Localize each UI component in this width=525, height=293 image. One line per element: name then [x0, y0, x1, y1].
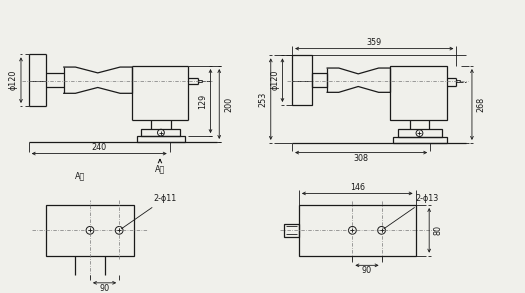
Text: 253: 253 — [258, 91, 267, 107]
Text: 2-ϕ11: 2-ϕ11 — [121, 194, 176, 229]
Text: 146: 146 — [350, 183, 365, 192]
Text: 240: 240 — [92, 143, 107, 152]
Text: 200: 200 — [225, 96, 234, 112]
Text: ϕ120: ϕ120 — [9, 70, 18, 90]
Text: A向: A向 — [75, 172, 86, 181]
Text: 90: 90 — [100, 284, 110, 293]
Bar — [390, 66, 447, 120]
Bar — [299, 205, 416, 255]
Text: 2-ϕ13: 2-ϕ13 — [384, 194, 439, 229]
Bar — [46, 205, 134, 255]
Text: 359: 359 — [366, 38, 382, 47]
Text: 129: 129 — [198, 93, 207, 109]
Bar — [292, 55, 311, 105]
Text: ϕ120: ϕ120 — [270, 70, 279, 90]
Text: A向: A向 — [155, 164, 165, 173]
Text: 308: 308 — [354, 154, 369, 163]
Text: 80: 80 — [434, 225, 443, 235]
Text: 268: 268 — [476, 97, 485, 112]
Text: 90: 90 — [362, 266, 372, 275]
Bar — [398, 129, 442, 137]
Bar — [136, 136, 185, 142]
Bar — [393, 137, 447, 143]
Bar — [142, 129, 181, 136]
Bar — [285, 224, 299, 237]
